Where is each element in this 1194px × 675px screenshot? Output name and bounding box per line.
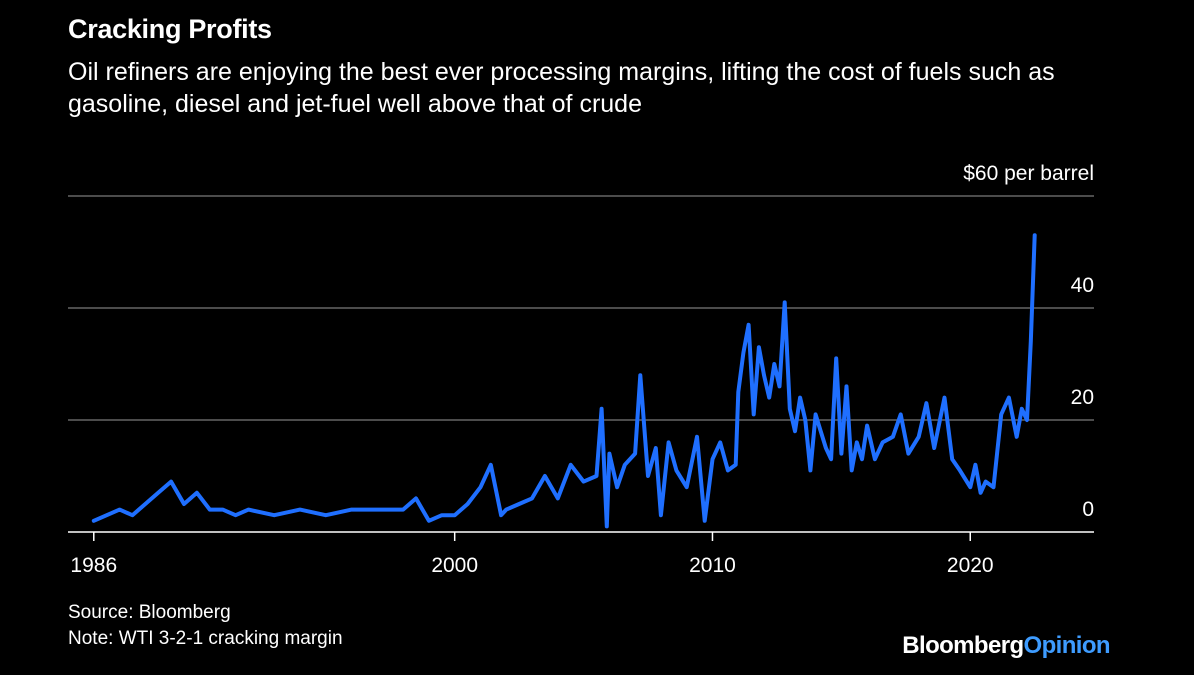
footer: Source: Bloomberg Note: WTI 3-2-1 cracki… <box>68 600 343 652</box>
x-tick-label-2020: 2020 <box>947 554 994 577</box>
logo-brand: Bloomberg <box>902 632 1024 659</box>
series-line-0 <box>91 233 1037 529</box>
line-chart: 0 20 40 $60 per barrel 1986 2000 2010 2020 <box>68 162 1094 577</box>
x-tick-label-2000: 2000 <box>431 554 478 577</box>
chart-title: Cracking Profits <box>68 14 272 44</box>
source-note: Source: Bloomberg <box>68 602 231 623</box>
methodology-note: Note: WTI 3-2-1 cracking margin <box>68 628 343 649</box>
gridlines <box>68 195 1094 541</box>
y-axis-labels: 0 20 40 $60 per barrel <box>963 162 1094 521</box>
x-tick-label-2010: 2010 <box>689 554 736 577</box>
logo-section: Opinion <box>1023 632 1111 659</box>
series-group <box>91 233 1037 529</box>
x-tick-label-1986: 1986 <box>70 554 117 577</box>
y-tick-label-20: 20 <box>1071 386 1094 409</box>
bloomberg-opinion-logo: BloombergOpinion <box>902 632 1110 660</box>
y-tick-label-60: $60 per barrel <box>963 162 1094 185</box>
x-axis-labels: 1986 2000 2010 2020 <box>70 554 993 577</box>
chart-subtitle: Oil refiners are enjoying the best ever … <box>68 58 1055 118</box>
y-tick-label-40: 40 <box>1071 274 1094 297</box>
y-tick-label-0: 0 <box>1082 498 1094 521</box>
